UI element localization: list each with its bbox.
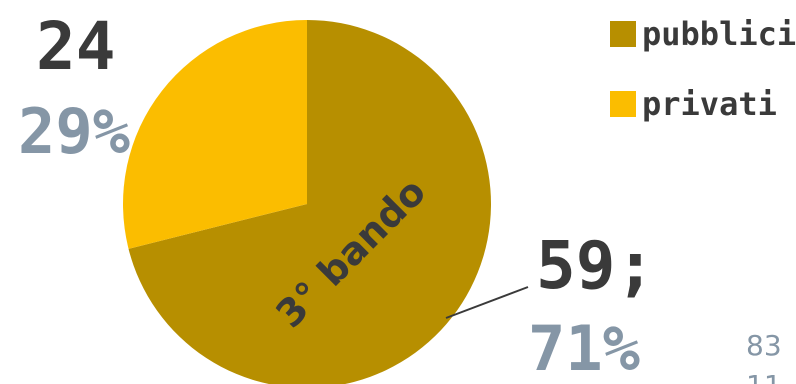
- legend-swatch-privati: [610, 91, 636, 117]
- legend-swatch-pubblici: [610, 21, 636, 47]
- pie-slice-privati: [122, 20, 307, 249]
- corner-number-11: 11: [746, 369, 782, 384]
- label-count-pubblici: 59;: [536, 227, 655, 304]
- corner-number-83: 83: [746, 329, 782, 362]
- label-pct-pubblici: 71%: [528, 312, 640, 384]
- leader-line-pubblici: [445, 286, 529, 319]
- legend-label-pubblici: pubblici: [642, 15, 796, 53]
- label-pct-privati: 29%: [18, 95, 130, 168]
- pie-slice-pubblici: [128, 20, 491, 384]
- legend-label-privati: privati: [642, 85, 777, 123]
- pie-slices: [122, 20, 491, 384]
- legend: pubblici privati: [610, 15, 796, 123]
- label-count-privati: 24: [36, 8, 115, 85]
